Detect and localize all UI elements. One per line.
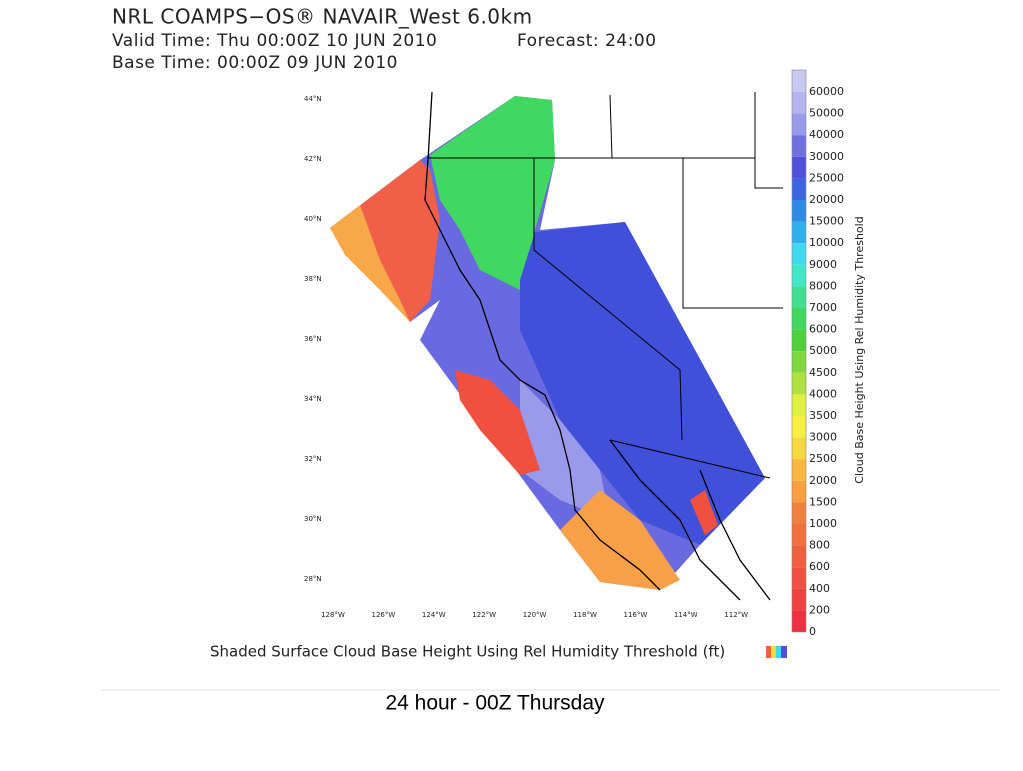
- title: NRL COAMPS−OS® NAVAIR_West 6.0km: [112, 5, 533, 29]
- valid-time: Valid Time: Thu 00:00Z 10 JUN 2010: [112, 31, 437, 51]
- colorbar-label: 3500: [809, 409, 837, 422]
- colorbar-segment: [792, 416, 806, 438]
- longitude-label: 114°W: [674, 611, 698, 619]
- colorbar-label: 0: [809, 625, 816, 638]
- colorbar-segment: [792, 588, 806, 611]
- colorbar-label: 7000: [809, 301, 837, 314]
- base-time: Base Time: 00:00Z 09 JUN 2010: [112, 53, 398, 73]
- colorbar-segment: [792, 545, 806, 568]
- colorbar-label: 10000: [809, 236, 844, 249]
- latitude-labels: 44°N 42°N 40°N 38°N 36°N 34°N 32°N 30°N 28°N: [304, 95, 322, 583]
- colorbar-label: 9000: [809, 258, 837, 271]
- colorbar-label: 60000: [809, 85, 844, 98]
- latitude-label: 38°N: [304, 275, 322, 283]
- shade-green: [430, 96, 555, 290]
- shade-orange-south: [560, 490, 680, 590]
- colorbar-label: 3000: [809, 431, 837, 444]
- colorbar-label: 5000: [809, 344, 837, 357]
- colorbar-segment: [792, 135, 806, 157]
- longitude-label: 112°W: [724, 611, 748, 619]
- colorbar-label: 6000: [809, 323, 837, 336]
- colorbar-segment: [792, 610, 806, 632]
- colorbar-label: 400: [809, 582, 830, 595]
- forecast: Forecast: 24:00: [517, 31, 657, 51]
- colorbar-segment: [792, 221, 806, 244]
- state-borders: [428, 92, 783, 479]
- slide-caption: 24 hour - 00Z Thursday: [385, 692, 605, 715]
- map-caption: Shaded Surface Cloud Base Height Using R…: [210, 643, 725, 661]
- colorbar-segment: [792, 113, 806, 136]
- coastline: [424, 91, 771, 601]
- map: [330, 91, 783, 601]
- caption-icon: [766, 646, 787, 658]
- longitude-label: 116°W: [624, 611, 648, 619]
- longitude-label: 126°W: [372, 611, 396, 619]
- colorbar-segment: [792, 156, 806, 179]
- colorbar-segment: [792, 567, 806, 589]
- longitude-label: 118°W: [573, 611, 597, 619]
- colorbar-segment: [792, 524, 806, 546]
- colorbar-segment: [792, 200, 806, 222]
- colorbar-label: 20000: [809, 193, 844, 206]
- latitude-label: 30°N: [304, 515, 322, 523]
- colorbar-label: 4000: [809, 387, 837, 400]
- colorbar-label: 1500: [809, 495, 837, 508]
- longitude-label: 124°W: [422, 611, 446, 619]
- latitude-label: 28°N: [304, 575, 322, 583]
- colorbar-label: 200: [809, 603, 830, 616]
- latitude-label: 44°N: [304, 95, 322, 103]
- colorbar-segment: [792, 437, 806, 460]
- colorbar-segment: [792, 92, 806, 114]
- colorbar-label: 800: [809, 539, 830, 552]
- colorbar-segment: [792, 178, 806, 200]
- colorbar-label: 40000: [809, 128, 844, 141]
- latitude-label: 32°N: [304, 455, 322, 463]
- colorbar-segment: [792, 70, 806, 92]
- longitude-labels: 128°W 126°W 124°W 122°W 120°W 118°W 116°W 114°W…: [321, 611, 748, 619]
- colorbar-label: 15000: [809, 215, 844, 228]
- shade-orange-north: [330, 205, 410, 322]
- colorbar-segment: [792, 308, 806, 330]
- colorbar-segment: [792, 372, 806, 395]
- shade-red-gulf: [690, 490, 718, 535]
- longitude-label: 120°W: [523, 611, 547, 619]
- colorbar-segment: [792, 329, 806, 352]
- shade-red-south: [455, 370, 540, 475]
- latitude-label: 42°N: [304, 155, 322, 163]
- colorbar-label: 30000: [809, 150, 844, 163]
- shade-red-north: [330, 160, 440, 322]
- colorbar-segment: [792, 351, 806, 373]
- longitude-label: 122°W: [472, 611, 496, 619]
- colorbar-label: 25000: [809, 171, 844, 184]
- colorbar-segment: [792, 480, 806, 503]
- colorbar: 6000050000400003000025000200001500010000…: [791, 69, 844, 638]
- latitude-label: 36°N: [304, 335, 322, 343]
- colorbar-label: 2500: [809, 452, 837, 465]
- colorbar-segment: [792, 264, 806, 287]
- colorbar-label: 50000: [809, 107, 844, 120]
- colorbar-segment: [792, 394, 806, 416]
- colorbar-segment: [792, 502, 806, 524]
- colorbar-segment: [792, 459, 806, 481]
- colorbar-label: 1000: [809, 517, 837, 530]
- shade-blue: [520, 222, 765, 545]
- colorbar-label: 600: [809, 560, 830, 573]
- colorbar-segment: [792, 286, 806, 308]
- colorbar-segment: [792, 243, 806, 265]
- latitude-label: 40°N: [304, 215, 322, 223]
- colorbar-label: 2000: [809, 474, 837, 487]
- colorbar-label: 4500: [809, 366, 837, 379]
- colorbar-title: Cloud Base Height Using Rel Humidity Thr…: [853, 216, 866, 483]
- colorbar-label: 8000: [809, 279, 837, 292]
- longitude-label: 128°W: [321, 611, 345, 619]
- colorbar-frame: [791, 69, 807, 633]
- latitude-label: 34°N: [304, 395, 322, 403]
